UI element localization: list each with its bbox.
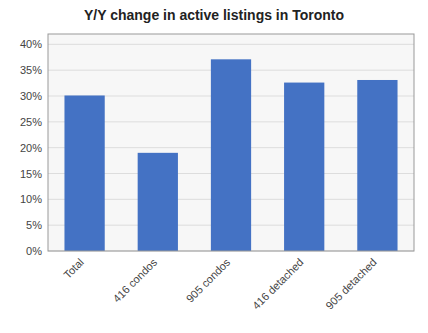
x-tick-label: 905 detached [323,256,379,312]
chart-svg: Y/Y change in active listings in Toronto… [0,0,428,333]
plot-frame [48,34,414,251]
x-tick-label: Total [61,256,86,281]
x-tick-label: 905 condos [184,256,233,305]
bar [211,59,251,251]
y-tick-label: 5% [26,219,42,231]
bar [284,83,324,251]
bar [64,95,104,251]
y-tick-label: 35% [20,64,42,76]
y-tick-label: 20% [20,142,42,154]
y-tick-label: 15% [20,168,42,180]
bars [64,59,397,251]
x-tick-label: 416 detached [250,256,306,312]
grid [48,44,414,251]
chart-container: Y/Y change in active listings in Toronto… [0,0,428,333]
y-axis: 0% 5% 10% 15% 20% 25% 30% 35% 40% [20,38,42,257]
y-tick-label: 10% [20,193,42,205]
y-tick-label: 0% [26,245,42,257]
title: Y/Y change in active listings in Toronto [84,7,344,23]
y-tick-label: 25% [20,116,42,128]
y-tick-label: 30% [20,90,42,102]
bar [138,153,178,251]
bar [357,80,397,251]
y-tick-label: 40% [20,38,42,50]
x-axis: Total 416 condos 905 condos 416 detached 905… [61,256,379,312]
x-tick-label: 416 condos [111,256,160,305]
grid-line [48,44,414,45]
plot-background [48,34,414,251]
